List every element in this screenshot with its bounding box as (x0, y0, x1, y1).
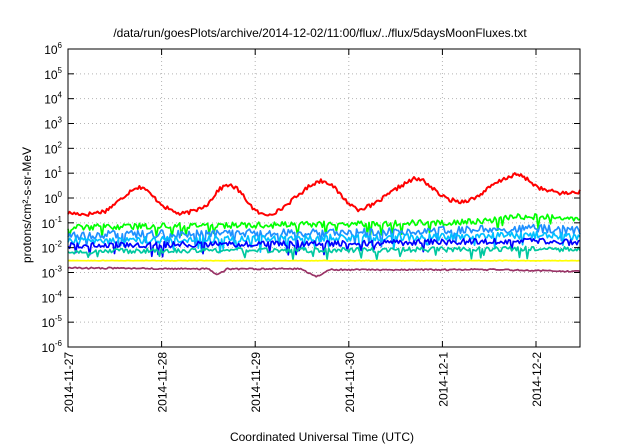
series-line-2 (67, 213, 581, 238)
y-tick-exponent: -5 (55, 314, 63, 323)
y-tick-exponent: 0 (58, 190, 63, 199)
chart-title: /data/run/goesPlots/archive/2014-12-02/1… (113, 26, 527, 40)
y-tick-exponent: -4 (55, 289, 63, 298)
series-line-1 (67, 172, 581, 217)
y-tick-label: 104 (44, 91, 62, 107)
y-tick-exponent: -2 (55, 240, 63, 249)
y-tick-label: 100 (44, 190, 62, 206)
y-tick-exponent: 2 (58, 140, 63, 149)
x-axis-label: Coordinated Universal Time (UTC) (230, 430, 414, 444)
y-tick-exponent: 4 (58, 91, 63, 100)
x-tick-label: 2014-11-30 (343, 352, 357, 413)
y-tick-label: 101 (44, 165, 62, 181)
y-tick-label: 103 (44, 116, 62, 132)
y-tick-label: 10-4 (42, 289, 63, 305)
y-tick-label: 10-6 (42, 339, 63, 355)
y-tick-label: 102 (44, 140, 62, 156)
series-line-7 (67, 259, 581, 262)
x-tick-label: 2014-11-27 (62, 352, 76, 413)
y-tick-exponent: -1 (55, 215, 63, 224)
y-tick-exponent: 3 (58, 116, 63, 125)
series-line-8 (67, 266, 581, 278)
y-tick-exponent: -3 (55, 265, 63, 274)
y-tick-label: 10-2 (42, 240, 63, 256)
tick-group: 10-610-510-410-310-210-11001011021031041… (42, 41, 580, 413)
series-line-5 (67, 237, 581, 258)
series-line-6 (67, 245, 581, 261)
y-tick-exponent: 6 (58, 41, 63, 50)
y-tick-label: 10-5 (42, 314, 63, 330)
series-group (67, 172, 581, 278)
y-tick-label: 10-3 (42, 265, 63, 281)
grid (68, 49, 580, 347)
y-tick-exponent: 5 (58, 66, 63, 75)
x-tick-label: 2014-12-2 (530, 352, 544, 407)
x-tick-label: 2014-11-28 (156, 352, 170, 413)
x-tick-label: 2014-11-29 (249, 352, 263, 413)
x-tick-label: 2014-12-1 (436, 352, 450, 407)
y-tick-label: 10-1 (42, 215, 63, 231)
y-tick-label: 106 (44, 41, 62, 57)
y-tick-exponent: -6 (55, 339, 63, 348)
y-tick-exponent: 1 (58, 165, 63, 174)
series-line-3 (67, 223, 581, 249)
y-axis-label: protons/cm²-s-sr-MeV (20, 147, 34, 263)
y-tick-label: 105 (44, 66, 62, 82)
